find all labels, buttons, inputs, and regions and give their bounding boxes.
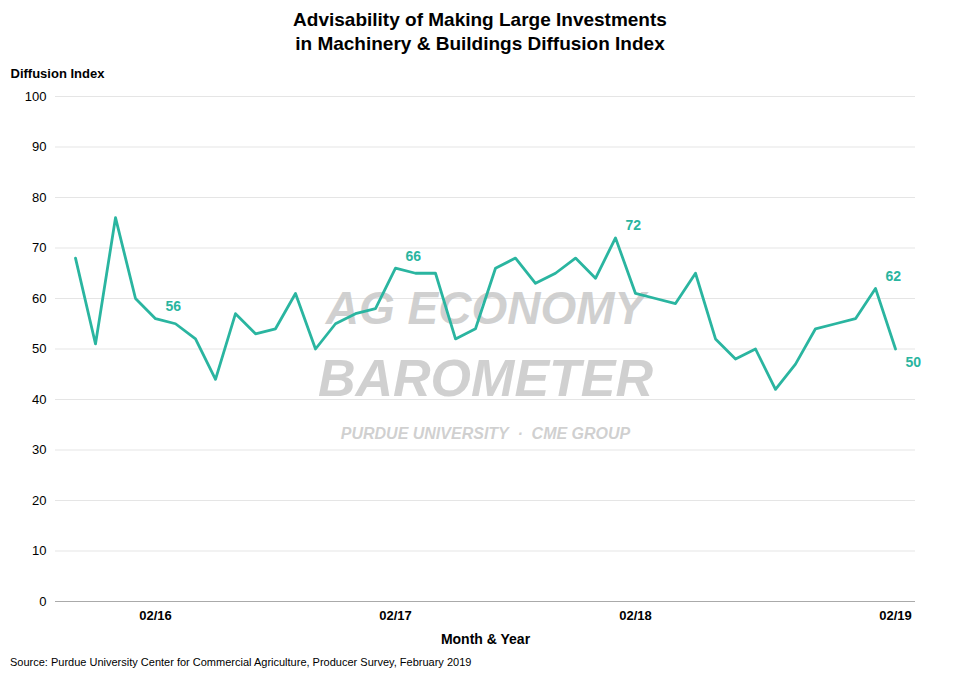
html-text:Source: Purdue University Cent: Source: Purdue University Center for Com… (10, 655, 472, 668)
svg-text:30: 30 (32, 442, 46, 457)
svg-text:80: 80 (32, 189, 46, 204)
html-text:in Machinery & Buildings Diffu: in Machinery & Buildings Diffusion Index (295, 32, 665, 54)
svg-text:02/16: 02/16 (139, 607, 172, 622)
svg-text:Diffusion Index: Diffusion Index (11, 65, 106, 80)
svg-text:02/17: 02/17 (379, 607, 412, 622)
html-text:Advisability of Making Large I: Advisability of Making Large Investments (293, 9, 667, 30)
svg-text:02/19: 02/19 (879, 607, 912, 622)
svg-text:02/18: 02/18 (619, 607, 652, 622)
svg-text:Month & Year: Month & Year (441, 630, 531, 646)
svg-text:72: 72 (626, 217, 642, 233)
svg-text:90: 90 (32, 139, 46, 154)
svg-text:40: 40 (32, 391, 46, 406)
svg-text:100: 100 (25, 88, 47, 103)
svg-text:AG ECONOMY: AG ECONOMY (325, 281, 646, 334)
svg-text:20: 20 (32, 492, 46, 507)
svg-text:50: 50 (906, 354, 922, 370)
svg-text:56: 56 (166, 298, 182, 314)
svg-text:BAROMETER: BAROMETER (318, 348, 654, 406)
svg-text:60: 60 (32, 290, 46, 305)
svg-text:10: 10 (32, 543, 46, 558)
svg-text:62: 62 (886, 267, 902, 283)
svg-text:PURDUE UNIVERSITY · CME GROU: PURDUE UNIVERSITY · CME GROUP (341, 425, 631, 442)
svg-text:50: 50 (32, 341, 46, 356)
svg-text:0: 0 (39, 593, 46, 608)
svg-text:70: 70 (32, 240, 46, 255)
svg-text:66: 66 (406, 247, 422, 263)
